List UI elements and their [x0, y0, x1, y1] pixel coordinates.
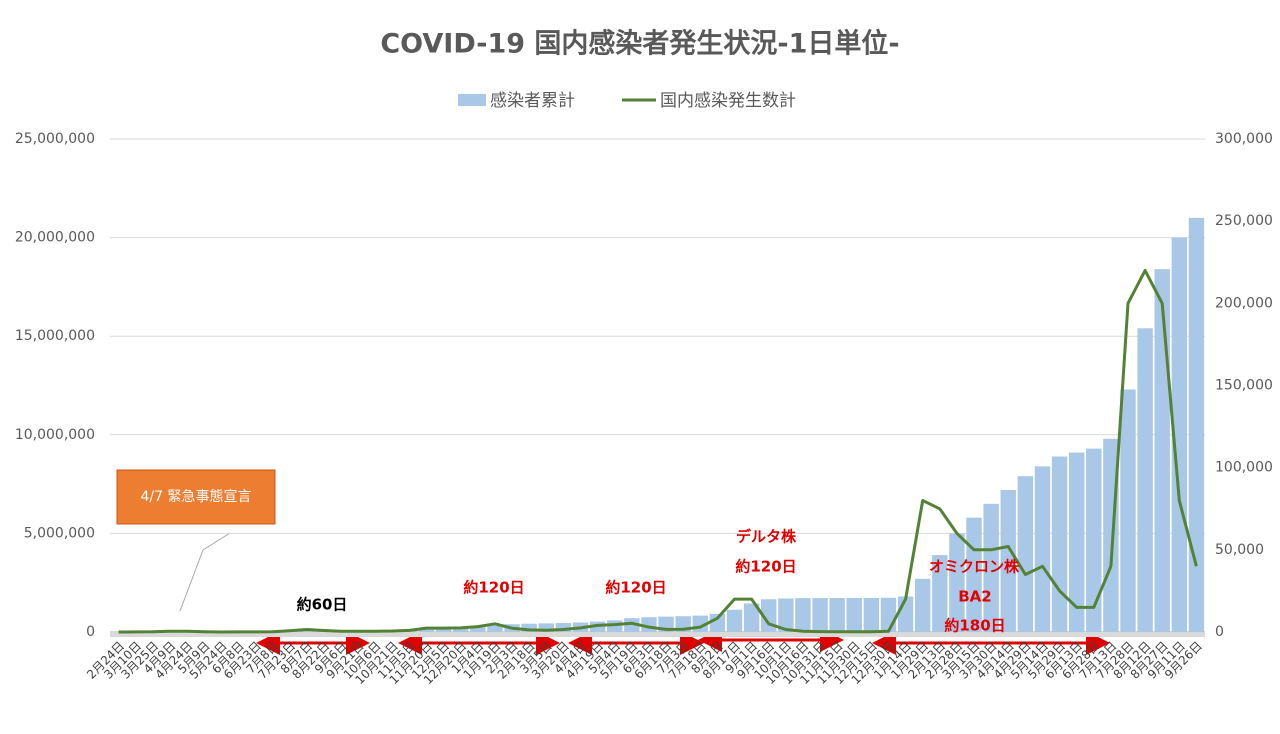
bar	[829, 598, 844, 632]
callout-leader	[203, 533, 230, 550]
callout-text: 4/7 緊急事態宣言	[141, 489, 252, 505]
bar	[1052, 456, 1067, 632]
annotation: BA2	[958, 588, 991, 606]
bar	[915, 579, 930, 632]
annotation: 約120日	[463, 579, 524, 597]
y2-tick-label: 50,000	[1215, 542, 1264, 558]
y2-tick-label: 200,000	[1215, 295, 1273, 311]
annotation: 約60日	[297, 596, 348, 614]
legend-label: 国内感染発生数計	[660, 91, 796, 111]
bar	[1120, 389, 1135, 632]
bar	[795, 598, 810, 632]
y-tick-label: 0	[86, 624, 95, 640]
y2-tick-label: 0	[1215, 624, 1224, 640]
annotation: 約120日	[735, 558, 796, 576]
callout-leader	[180, 550, 203, 611]
y2-tick-label: 100,000	[1215, 460, 1273, 476]
bar	[864, 598, 879, 632]
bar	[727, 610, 742, 632]
bar	[881, 598, 896, 632]
y-tick-label: 25,000,000	[15, 131, 95, 147]
bar	[1018, 476, 1033, 632]
chart-title: COVID-19 国内感染者発生状況-1日単位-	[380, 28, 899, 60]
y-tick-label: 20,000,000	[15, 230, 95, 246]
bar	[1035, 466, 1050, 632]
bar	[1137, 328, 1152, 632]
annotation: デルタ株	[736, 528, 797, 546]
plot-area	[110, 139, 1205, 637]
legend-swatch	[458, 94, 486, 106]
bar	[1189, 218, 1204, 632]
bar	[812, 598, 827, 632]
y2-tick-label: 300,000	[1215, 131, 1273, 147]
legend-label: 感染者累計	[490, 91, 575, 111]
annotation: オミクロン株	[929, 558, 1020, 576]
bar	[1155, 269, 1170, 632]
bar	[1069, 453, 1084, 632]
annotation: 約120日	[605, 579, 666, 597]
y-tick-label: 5,000,000	[24, 525, 95, 541]
y-tick-label: 15,000,000	[15, 328, 95, 344]
y2-tick-label: 150,000	[1215, 378, 1273, 394]
annotation: 約180日	[944, 617, 1005, 635]
y-tick-label: 10,000,000	[15, 427, 95, 443]
bar	[847, 598, 862, 632]
y2-tick-label: 250,000	[1215, 213, 1273, 229]
